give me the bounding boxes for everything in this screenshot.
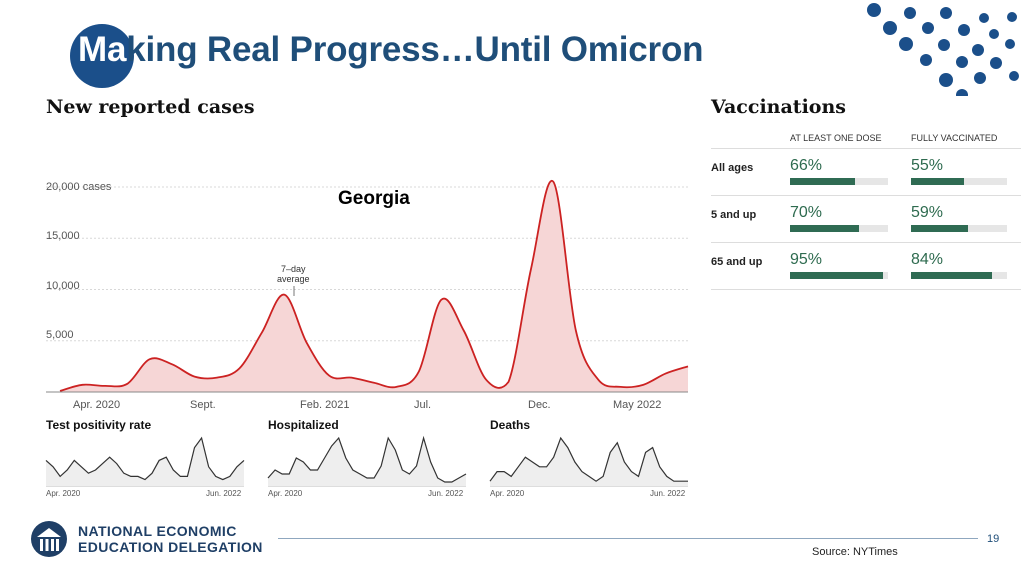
- ytick-5000: 5,000: [46, 329, 74, 341]
- slide-title: Making Real Progress…Until Omicron: [78, 30, 704, 70]
- vax-pct-full: 59%: [911, 204, 944, 221]
- deaths-xend: Jun. 2022: [650, 489, 686, 498]
- vax-row-label: 65 and up: [711, 256, 763, 268]
- vaccinations-title: Vaccinations: [711, 96, 846, 118]
- page-number: 19: [987, 533, 1000, 545]
- vax-col-fully: FULLY VACCINATED: [911, 133, 998, 143]
- hospitalized-area: [268, 438, 466, 486]
- vax-divider: [711, 195, 1021, 196]
- vax-bar-fill: [790, 225, 859, 232]
- vax-row-label: 5 and up: [711, 209, 757, 221]
- vax-bar-fill: [911, 272, 992, 279]
- ytick-10000: 10,000: [46, 280, 80, 292]
- positivity-title: Test positivity rate: [46, 418, 152, 432]
- deaths-title: Deaths: [490, 418, 531, 432]
- vax-bar-fill: [790, 178, 855, 185]
- ytick-20000: 20,000 cases: [46, 181, 112, 193]
- cases-chart-title: New reported cases: [46, 96, 255, 118]
- xtick-feb-2021: Feb. 2021: [300, 399, 350, 411]
- deaths-xstart: Apr. 2020: [490, 489, 525, 498]
- vax-bar-full: [911, 225, 1007, 232]
- hospitalized-xstart: Apr. 2020: [268, 489, 303, 498]
- hospitalized-xend: Jun. 2022: [428, 489, 464, 498]
- source-note: Source: NYTimes: [812, 546, 898, 558]
- vax-divider: [711, 148, 1021, 149]
- vax-bar-fill: [911, 225, 968, 232]
- vax-pct-one-dose: 95%: [790, 251, 823, 268]
- vax-bar-one-dose: [790, 178, 888, 185]
- vax-divider: [711, 242, 1021, 243]
- ytick-15000: 15,000: [46, 230, 80, 242]
- vax-bar-full: [911, 272, 1007, 279]
- vax-pct-full: 84%: [911, 251, 944, 268]
- chart-annotation-georgia: Georgia: [338, 188, 410, 209]
- vax-bar-one-dose: [790, 272, 888, 279]
- positivity-xstart: Apr. 2020: [46, 489, 81, 498]
- vax-bar-fill: [790, 272, 884, 279]
- logo-line1: NATIONAL ECONOMIC: [78, 523, 237, 539]
- xtick-jul: Jul.: [414, 399, 432, 411]
- xtick-dec: Dec.: [528, 399, 551, 411]
- deaths-area: [490, 438, 688, 486]
- positivity-line: [45, 436, 245, 481]
- vax-bar-one-dose: [790, 225, 888, 232]
- vax-col-one-dose: AT LEAST ONE DOSE: [790, 133, 882, 143]
- decorative-dots: [867, 3, 1019, 96]
- xtick-apr-2020: Apr. 2020: [73, 399, 121, 411]
- logo-icon: [31, 521, 67, 557]
- positivity-xend: Jun. 2022: [206, 489, 242, 498]
- cases-line: [59, 179, 689, 392]
- title-rest: king Real Progress…Until Omicron: [126, 30, 704, 69]
- vax-bar-full: [911, 178, 1007, 185]
- vax-pct-one-dose: 70%: [790, 204, 823, 221]
- title-highlight: Ma: [78, 30, 127, 69]
- average-label-line1: 7–day: [281, 264, 306, 274]
- average-label-line2: average: [277, 274, 310, 284]
- vax-pct-full: 55%: [911, 157, 944, 174]
- vax-divider: [711, 289, 1021, 290]
- xtick-sept: Sept.: [190, 399, 216, 411]
- vax-row-label: All ages: [711, 162, 754, 174]
- cases-area: [60, 180, 688, 392]
- hospitalized-line: [267, 435, 467, 483]
- vax-pct-one-dose: 66%: [790, 157, 823, 174]
- footer-rule: [278, 538, 978, 539]
- logo-line2: EDUCATION DELEGATION: [78, 539, 263, 555]
- xtick-may-2022: May 2022: [613, 399, 662, 411]
- vax-bar-fill: [911, 178, 964, 185]
- hospitalized-title: Hospitalized: [268, 418, 339, 432]
- deaths-line: [489, 436, 688, 482]
- title-accent-circle: [70, 24, 134, 88]
